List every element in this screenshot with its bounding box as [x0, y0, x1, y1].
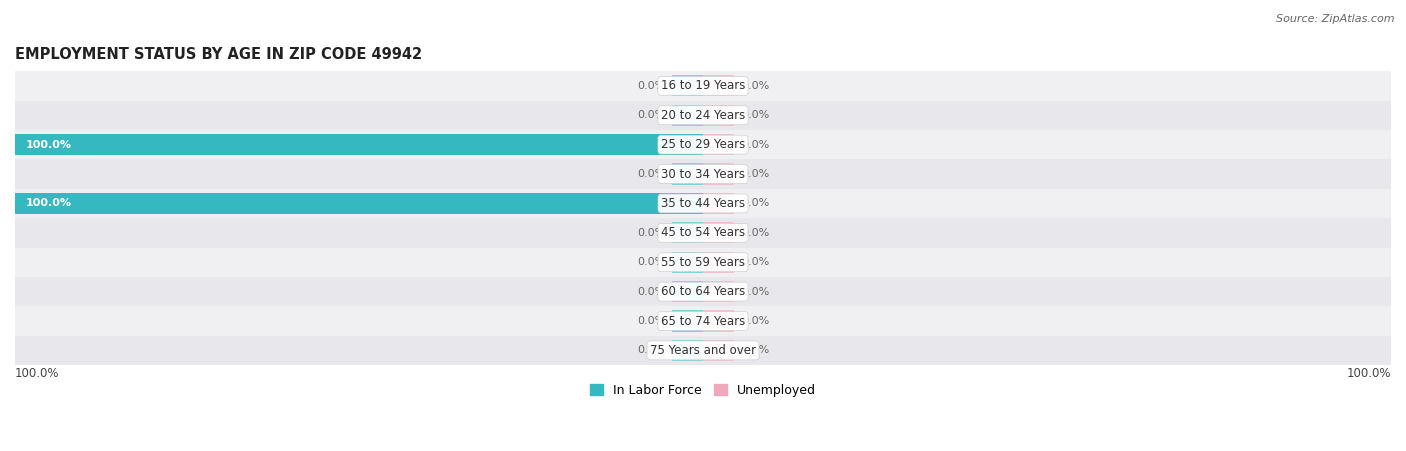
Bar — [672, 105, 703, 126]
Text: 20 to 24 Years: 20 to 24 Years — [661, 109, 745, 122]
Bar — [15, 130, 1391, 159]
Text: 30 to 34 Years: 30 to 34 Years — [661, 167, 745, 180]
Text: 0.0%: 0.0% — [741, 110, 769, 120]
Bar — [15, 336, 1391, 365]
Bar — [15, 248, 1391, 277]
Bar — [703, 163, 734, 184]
Text: 0.0%: 0.0% — [637, 257, 665, 267]
Text: 100.0%: 100.0% — [25, 140, 72, 150]
Bar — [15, 159, 1391, 189]
Bar — [15, 189, 1391, 218]
Text: 45 to 54 Years: 45 to 54 Years — [661, 226, 745, 239]
Bar — [15, 306, 1391, 336]
Legend: In Labor Force, Unemployed: In Labor Force, Unemployed — [585, 379, 821, 402]
Bar — [703, 222, 734, 244]
Text: 25 to 29 Years: 25 to 29 Years — [661, 138, 745, 151]
Bar — [672, 163, 703, 184]
Text: Source: ZipAtlas.com: Source: ZipAtlas.com — [1277, 14, 1395, 23]
Bar — [703, 105, 734, 126]
Bar — [703, 134, 734, 155]
Text: 16 to 19 Years: 16 to 19 Years — [661, 79, 745, 92]
Bar — [15, 193, 703, 214]
Text: 0.0%: 0.0% — [741, 81, 769, 91]
Text: 0.0%: 0.0% — [741, 198, 769, 208]
Bar — [672, 310, 703, 331]
Text: 0.0%: 0.0% — [741, 140, 769, 150]
Bar — [672, 222, 703, 244]
Bar — [703, 193, 734, 214]
Text: 0.0%: 0.0% — [741, 316, 769, 326]
Bar — [703, 252, 734, 273]
Bar — [672, 281, 703, 302]
Text: 75 Years and over: 75 Years and over — [650, 344, 756, 357]
Text: 0.0%: 0.0% — [637, 228, 665, 238]
Bar — [703, 340, 734, 361]
Bar — [703, 310, 734, 331]
Text: 0.0%: 0.0% — [637, 287, 665, 297]
Text: 0.0%: 0.0% — [637, 81, 665, 91]
Text: 0.0%: 0.0% — [741, 228, 769, 238]
Bar — [672, 340, 703, 361]
Text: EMPLOYMENT STATUS BY AGE IN ZIP CODE 49942: EMPLOYMENT STATUS BY AGE IN ZIP CODE 499… — [15, 46, 422, 62]
Text: 100.0%: 100.0% — [1347, 367, 1391, 380]
Text: 65 to 74 Years: 65 to 74 Years — [661, 314, 745, 327]
Text: 0.0%: 0.0% — [637, 110, 665, 120]
Bar — [703, 75, 734, 97]
Bar — [15, 71, 1391, 101]
Text: 55 to 59 Years: 55 to 59 Years — [661, 256, 745, 269]
Text: 60 to 64 Years: 60 to 64 Years — [661, 285, 745, 298]
Text: 0.0%: 0.0% — [741, 169, 769, 179]
Text: 0.0%: 0.0% — [637, 345, 665, 355]
Bar — [15, 134, 703, 155]
Bar — [15, 101, 1391, 130]
Bar — [672, 75, 703, 97]
Bar — [703, 281, 734, 302]
Text: 0.0%: 0.0% — [637, 316, 665, 326]
Bar — [672, 252, 703, 273]
Text: 100.0%: 100.0% — [15, 367, 59, 380]
Bar — [15, 277, 1391, 306]
Text: 0.0%: 0.0% — [741, 345, 769, 355]
Text: 0.0%: 0.0% — [741, 287, 769, 297]
Text: 0.0%: 0.0% — [637, 169, 665, 179]
Bar — [15, 218, 1391, 248]
Text: 100.0%: 100.0% — [25, 198, 72, 208]
Text: 0.0%: 0.0% — [741, 257, 769, 267]
Text: 35 to 44 Years: 35 to 44 Years — [661, 197, 745, 210]
